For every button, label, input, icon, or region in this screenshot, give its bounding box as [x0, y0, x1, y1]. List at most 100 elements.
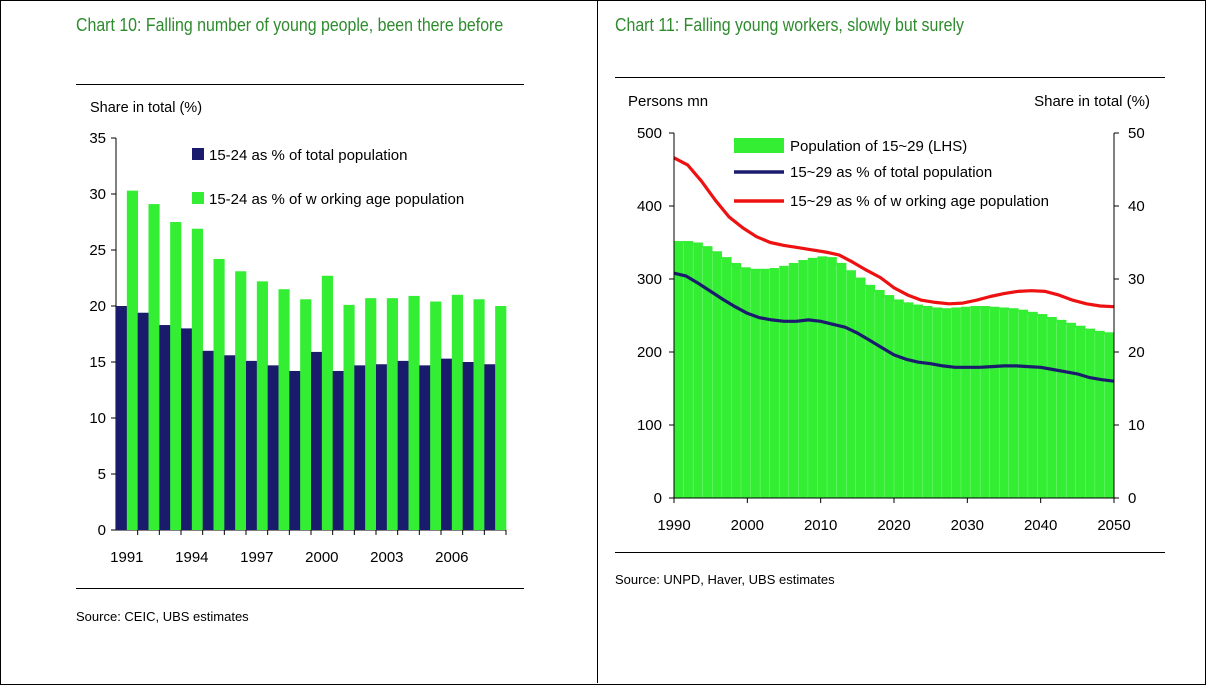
bar-population-15-29: [769, 268, 780, 498]
bar-population-15-29: [779, 265, 789, 498]
x-tick-label: 2006: [435, 549, 468, 566]
bar-total-population: [181, 328, 193, 530]
bar-population-15-29: [1027, 311, 1038, 498]
bar-total-population: [462, 362, 474, 530]
y-left-tick-label: 300: [637, 271, 662, 288]
bar-population-15-29: [951, 307, 962, 498]
y-left-tick-label: 0: [654, 490, 662, 507]
chart-11-ylabel-right: Share in total (%): [1034, 93, 1150, 110]
y-right-tick-label: 20: [1128, 344, 1145, 361]
bar-working-age-population: [495, 306, 507, 530]
bar-population-15-29: [960, 306, 971, 498]
line-working-age-population: [673, 156, 1115, 309]
legend-label: 15~29 as % of w orking age population: [790, 193, 1049, 210]
bar-total-population: [311, 351, 323, 530]
legend-label: Population of 15~29 (LHS): [790, 138, 967, 155]
bar-total-population: [484, 364, 496, 530]
bar-population-15-29: [798, 260, 809, 498]
bar-total-population: [246, 360, 258, 530]
y-right-tick-label: 0: [1128, 490, 1136, 507]
bar-population-15-29: [693, 242, 703, 498]
bar-population-15-29: [683, 241, 694, 499]
bar-working-age-population: [430, 301, 442, 530]
bar-population-15-29: [1056, 319, 1067, 498]
chart-10-title: Chart 10: Falling number of young people…: [76, 14, 504, 35]
bar-population-15-29: [865, 284, 876, 498]
bar-total-population: [116, 306, 128, 530]
bar-working-age-population: [278, 289, 290, 530]
bar-working-age-population: [213, 258, 225, 530]
bar-population-15-29: [932, 307, 943, 498]
chart-10-panel: Chart 10: Falling number of young people…: [0, 0, 597, 683]
bar-population-15-29: [1047, 316, 1057, 498]
bar-total-population: [137, 312, 149, 530]
bar-total-population: [159, 325, 171, 530]
y-left-tick-label: 100: [637, 417, 662, 434]
bar-total-population: [354, 365, 366, 530]
bar-population-15-29: [1037, 314, 1048, 498]
legend-label: 15~29 as % of total population: [790, 164, 992, 181]
legend-label: 15-24 as % of w orking age population: [209, 191, 464, 208]
y-tick-label: 0: [98, 522, 106, 539]
y-right-tick-label: 50: [1128, 125, 1145, 142]
x-tick-label: 2040: [1024, 517, 1057, 534]
bar-population-15-29: [721, 257, 732, 498]
legend-swatch: [192, 148, 204, 160]
bar-working-age-population: [235, 271, 247, 530]
legend-swatch: [192, 192, 204, 204]
bar-working-age-population: [321, 275, 333, 530]
chart-11-panel: Chart 11: Falling young workers, slowly …: [598, 0, 1204, 683]
y-tick-label: 30: [89, 186, 106, 203]
chart-10-svg: Share in total (%) 0 5 10 15 20 25 30 35 1991 1994…: [89, 100, 507, 566]
bar-population-15-29: [903, 302, 914, 498]
bar-working-age-population: [451, 294, 463, 530]
bar-population-15-29: [913, 304, 923, 498]
chart-10-bottom-rule: [76, 588, 524, 589]
bar-population-15-29: [980, 306, 990, 498]
bar-working-age-population: [170, 222, 182, 530]
chart-11-ylabel-left: Persons mn: [628, 93, 708, 110]
bar-population-15-29: [788, 262, 799, 498]
bar-population-15-29: [922, 306, 933, 498]
bar-working-age-population: [473, 299, 485, 530]
y-left-tick-label: 500: [637, 125, 662, 142]
chart-10-ylabel: Share in total (%): [90, 100, 202, 116]
bar-population-15-29: [817, 256, 828, 498]
bar-total-population: [224, 355, 236, 530]
bar-total-population: [267, 365, 279, 530]
chart-10-source: Source: CEIC, UBS estimates: [76, 609, 249, 624]
bar-total-population: [397, 360, 409, 530]
bar-working-age-population: [300, 299, 312, 530]
bar-working-age-population: [126, 190, 138, 530]
bar-population-15-29: [712, 251, 723, 498]
bar-total-population: [332, 370, 344, 530]
panel-divider: [597, 0, 598, 683]
bar-population-15-29: [750, 268, 761, 498]
y-tick-label: 20: [89, 298, 106, 315]
bar-population-15-29: [1018, 309, 1029, 498]
y-right-tick-label: 40: [1128, 198, 1145, 215]
bar-population-15-29: [836, 262, 847, 498]
bar-population-15-29: [1066, 322, 1076, 498]
x-tick-label: 1994: [175, 549, 208, 566]
chart-11-title: Chart 11: Falling young workers, slowly …: [615, 14, 964, 35]
bar-population-15-29: [674, 241, 684, 499]
bar-population-15-29: [846, 270, 856, 498]
x-tick-label: 2010: [804, 517, 837, 534]
bar-population-15-29: [1104, 332, 1115, 498]
y-left-tick-label: 400: [637, 198, 662, 215]
bar-population-15-29: [702, 246, 713, 498]
legend-label: 15-24 as % of total population: [209, 147, 407, 164]
bar-population-15-29: [1094, 330, 1105, 498]
chart-11-bottom-rule: [615, 552, 1165, 553]
x-tick-label: 1990: [657, 517, 690, 534]
y-tick-label: 5: [98, 466, 106, 483]
bar-working-age-population: [191, 228, 203, 530]
x-tick-label: 2003: [370, 549, 403, 566]
bar-population-15-29: [1008, 308, 1019, 498]
y-tick-label: 35: [89, 130, 106, 147]
bar-population-15-29: [989, 306, 1000, 498]
bar-population-15-29: [760, 268, 770, 498]
bar-working-age-population: [386, 298, 398, 530]
bar-total-population: [289, 370, 301, 530]
